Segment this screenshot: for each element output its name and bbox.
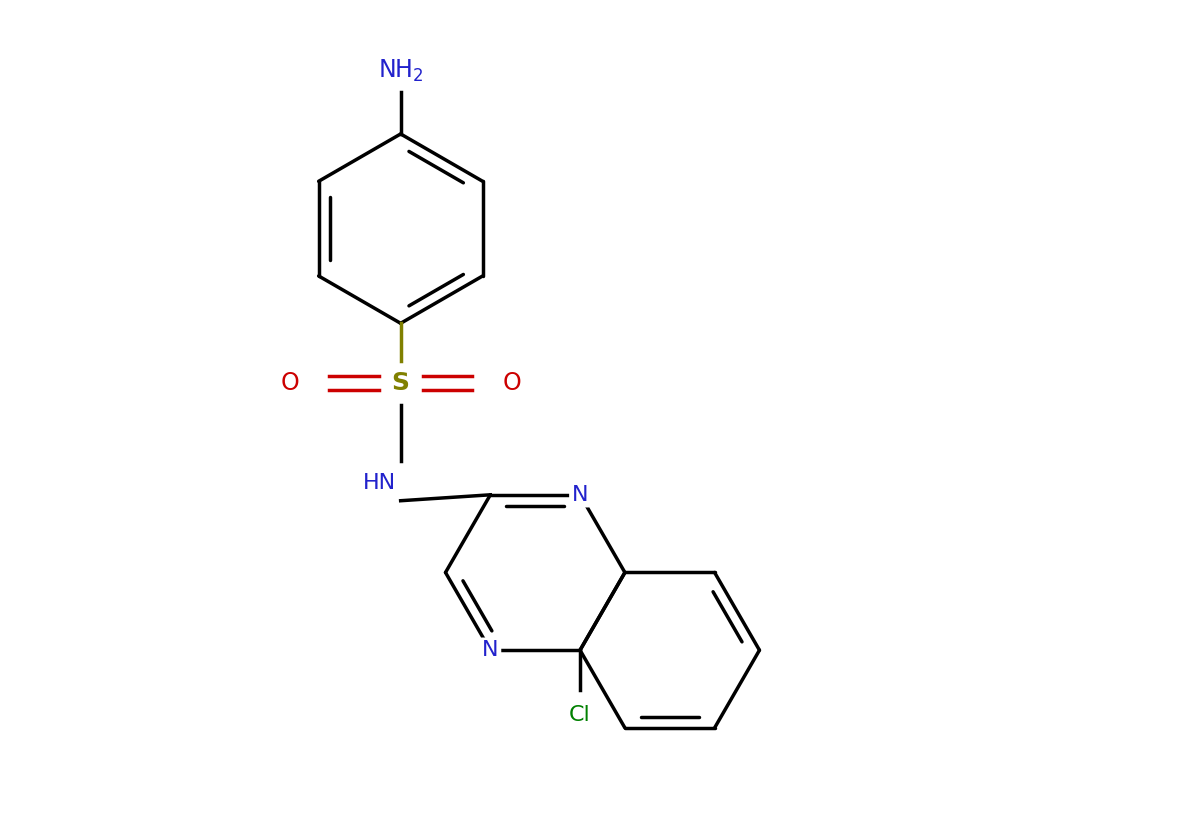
- Text: N: N: [572, 485, 588, 504]
- Text: S: S: [392, 371, 410, 396]
- Text: O: O: [503, 371, 520, 396]
- Text: Cl: Cl: [569, 705, 591, 725]
- Text: O: O: [280, 371, 299, 396]
- Text: NH$_2$: NH$_2$: [378, 58, 424, 84]
- Text: HN: HN: [362, 473, 395, 493]
- Text: N: N: [482, 640, 499, 660]
